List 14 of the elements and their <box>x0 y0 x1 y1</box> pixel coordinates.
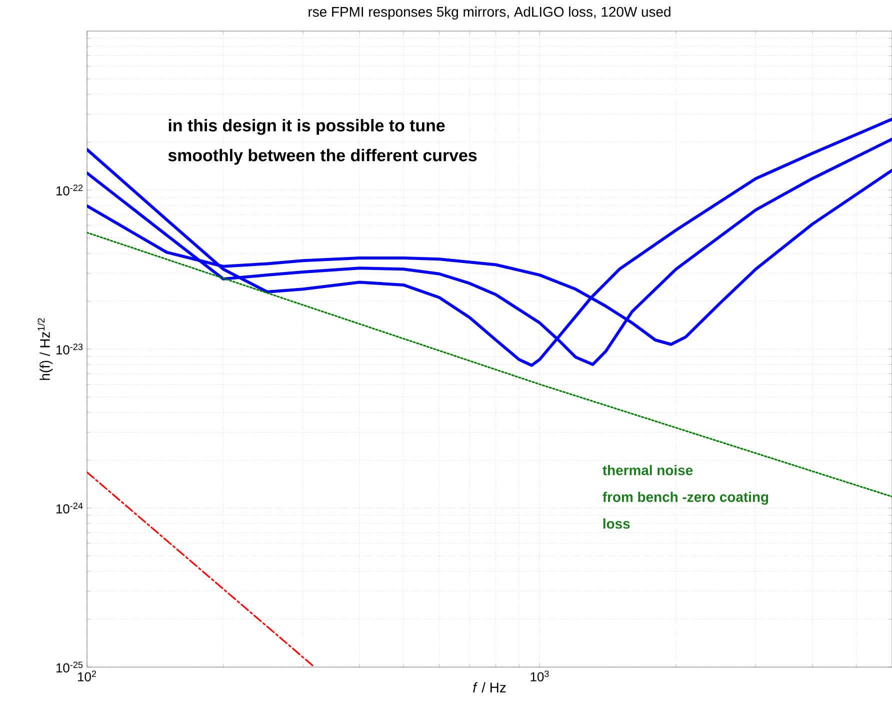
annotation: from bench -zero coating <box>602 492 768 505</box>
x-axis-title: f / Hz <box>473 682 506 692</box>
annotation: loss <box>603 518 630 529</box>
y-tick-label: 10$^{-22}$ <box>56 184 83 196</box>
x-tick-label: 10$^{3}$ <box>530 670 549 682</box>
y-tick-label: 10$^{-25}$ <box>56 662 83 672</box>
annotation: smoothly between the different curves <box>168 148 477 165</box>
annotation: thermal noise <box>602 465 693 476</box>
chart-title: rse FPMI responses 5kg mirrors, AdLIGO loss, 120W used <box>308 6 670 20</box>
annotation: in this design it is possible to tune <box>168 119 445 135</box>
y-axis-title: h(f) / Hz$^{1/2}$ <box>37 318 53 380</box>
y-tick-label: 10$^{-24}$ <box>56 502 83 514</box>
y-tick-label: 10$^{-23}$ <box>56 344 83 354</box>
x-tick-label: 10$^{2}$ <box>78 670 96 682</box>
